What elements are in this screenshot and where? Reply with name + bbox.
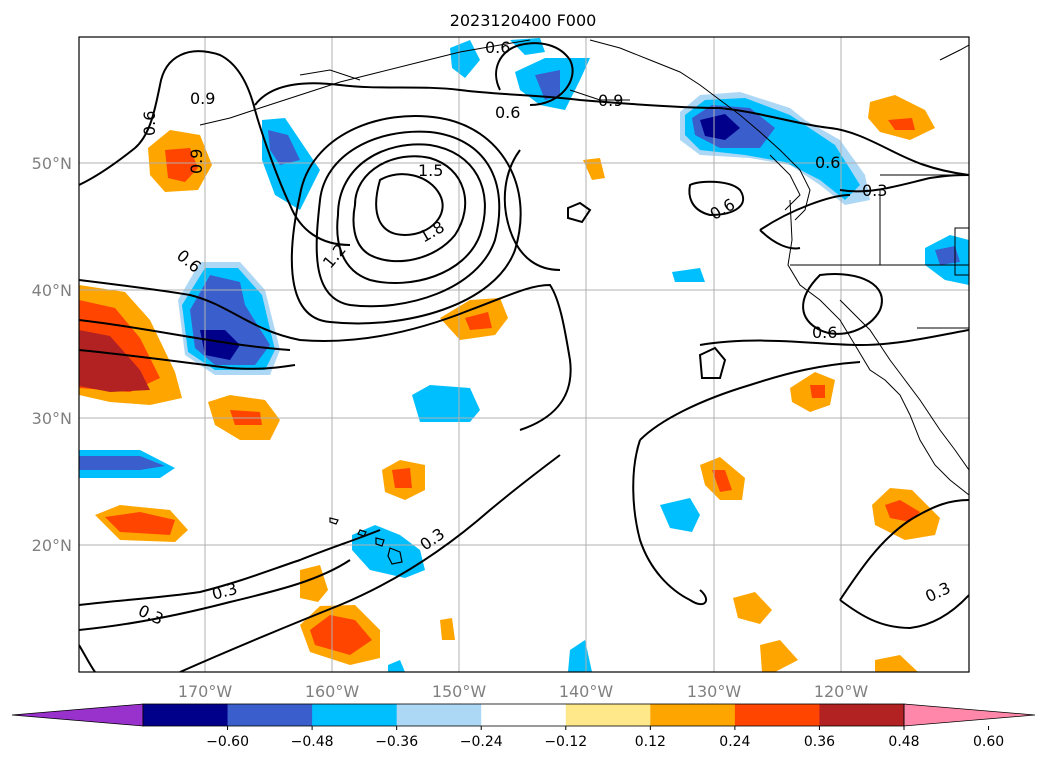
contour-label: 0.6 [812, 323, 837, 342]
map-frame [78, 36, 970, 673]
colorbar-tick-label: 0.24 [719, 734, 750, 750]
cold-patch [535, 70, 560, 100]
warm-patch [885, 500, 920, 522]
warm-patch [465, 312, 492, 330]
colorbar-segment [819, 704, 905, 726]
lon-labels: 170°W 160°W 150°W 140°W 130°W 120°W [178, 682, 869, 701]
colorbar-frame [142, 703, 905, 727]
colorbar-tick-label: −0.24 [460, 734, 503, 750]
lon-label: 120°W [814, 682, 869, 701]
contour-label: 0.6 [815, 153, 840, 172]
contour-label: 1.5 [418, 161, 443, 180]
warm-patch [810, 385, 825, 398]
cold-patch [200, 330, 240, 360]
colorbar-segment [565, 704, 651, 726]
warm-patch [875, 655, 918, 672]
contour-label: 0.6 [140, 111, 159, 136]
cold-patch [352, 525, 425, 578]
warm-patch [105, 512, 175, 535]
colorbar-segment [396, 704, 482, 726]
warm-patch [888, 118, 915, 130]
colorbar-tick-label: −0.60 [206, 734, 249, 750]
contour-label: 0.6 [485, 38, 510, 57]
lon-label: 140°W [559, 682, 614, 701]
contour-label: 0.9 [190, 89, 215, 108]
colorbar-segment [734, 704, 820, 726]
colorbar-tick-label: 0.12 [635, 734, 666, 750]
lon-label: 130°W [687, 682, 742, 701]
colorbar-segment [481, 704, 567, 726]
coastlines [199, 39, 969, 496]
colorbar-extend-high [903, 703, 1036, 727]
cold-patch [79, 456, 165, 470]
map-area: 0.6 0.9 0.6 0.9 0.6 1.5 1.8 1.2 0.9 0.6 … [79, 37, 969, 672]
cold-patch [412, 385, 480, 422]
shaded-anomalies [79, 38, 969, 672]
gridlines [79, 37, 969, 672]
colorbar-tick-label: −0.36 [375, 734, 418, 750]
colorbar-tick-label: 0.60 [973, 734, 1004, 750]
colorbar-tick-label: 0.36 [804, 734, 835, 750]
lon-label: 150°W [432, 682, 487, 701]
lon-label: 160°W [305, 682, 360, 701]
contour-lines [79, 42, 969, 672]
warm-patch [440, 618, 455, 640]
warm-patch [733, 592, 772, 624]
lat-label: 30°N [32, 409, 72, 428]
warm-patch [868, 95, 935, 140]
cold-patch [388, 660, 405, 672]
colorbar-segment [312, 704, 398, 726]
warm-patch [310, 615, 372, 655]
map-title: 2023120400 F000 [450, 11, 597, 30]
colorbar [11, 703, 1036, 727]
warm-patch [392, 468, 412, 488]
lon-label: 170°W [178, 682, 233, 701]
colorbar-tick-label: −0.48 [291, 734, 334, 750]
cold-patch [700, 114, 740, 140]
contour-label: 0.9 [187, 149, 206, 174]
warm-patch [712, 470, 732, 492]
warm-patch [165, 148, 198, 182]
cold-patch [268, 130, 300, 165]
contour-label: 0.3 [862, 181, 887, 200]
colorbar-segment [143, 704, 229, 726]
colorbar-tick-label: 0.48 [888, 734, 919, 750]
lat-labels: 50°N 40°N 30°N 20°N [32, 154, 72, 555]
contour-label: 0.9 [598, 91, 623, 110]
cold-patch [672, 268, 705, 282]
lat-label: 40°N [32, 281, 72, 300]
contour-label: 0.6 [495, 103, 520, 122]
colorbar-segment [227, 704, 313, 726]
colorbar-tick-label: −0.12 [544, 734, 587, 750]
colorbar-segment [650, 704, 736, 726]
cold-patch [935, 246, 960, 265]
colorbar-extend-low [11, 703, 144, 727]
colorbar-tick-labels: −0.60 −0.48 −0.36 −0.24 −0.12 0.12 0.24 0.36 0.4… [206, 726, 1004, 750]
warm-patch [79, 330, 150, 392]
cold-patch [660, 498, 700, 532]
lat-label: 50°N [32, 154, 72, 173]
warm-patch [760, 640, 798, 672]
lat-label: 20°N [32, 536, 72, 555]
